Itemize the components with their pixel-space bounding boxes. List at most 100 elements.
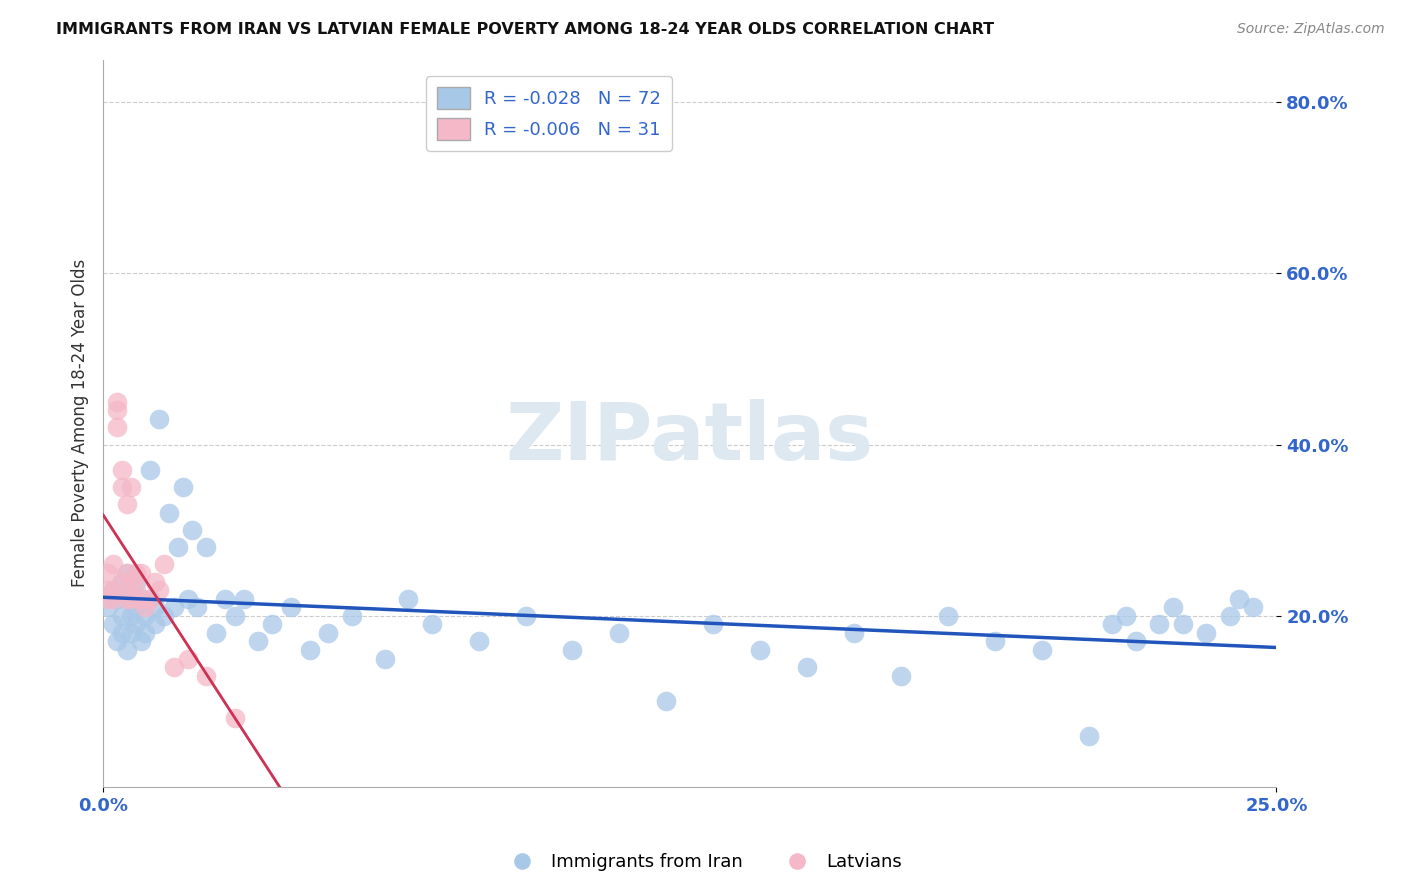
Point — [157, 506, 180, 520]
Point — [340, 608, 363, 623]
Point — [115, 591, 138, 606]
Point — [101, 582, 124, 597]
Point — [186, 600, 208, 615]
Point — [1171, 617, 1194, 632]
Point — [134, 600, 156, 615]
Point — [655, 694, 678, 708]
Point — [148, 582, 170, 597]
Point — [420, 617, 443, 632]
Point — [105, 634, 128, 648]
Point — [115, 566, 138, 580]
Point — [139, 591, 162, 606]
Point — [153, 608, 176, 623]
Point — [101, 582, 124, 597]
Point — [129, 566, 152, 580]
Legend: R = -0.028   N = 72, R = -0.006   N = 31: R = -0.028 N = 72, R = -0.006 N = 31 — [426, 76, 672, 151]
Point — [111, 463, 134, 477]
Point — [1077, 729, 1099, 743]
Point — [125, 566, 148, 580]
Point — [176, 591, 198, 606]
Point — [232, 591, 254, 606]
Point — [125, 617, 148, 632]
Point — [111, 480, 134, 494]
Point — [167, 541, 190, 555]
Point — [105, 403, 128, 417]
Point — [148, 412, 170, 426]
Point — [97, 600, 120, 615]
Point — [1115, 608, 1137, 623]
Legend: Immigrants from Iran, Latvians: Immigrants from Iran, Latvians — [498, 847, 908, 879]
Point — [120, 480, 142, 494]
Point — [796, 660, 818, 674]
Point — [115, 591, 138, 606]
Point — [162, 600, 184, 615]
Point — [97, 591, 120, 606]
Point — [224, 608, 246, 623]
Point — [129, 591, 152, 606]
Point — [115, 498, 138, 512]
Point — [111, 625, 134, 640]
Point — [120, 625, 142, 640]
Point — [396, 591, 419, 606]
Point — [143, 600, 166, 615]
Point — [97, 582, 120, 597]
Point — [129, 634, 152, 648]
Point — [1031, 643, 1053, 657]
Point — [134, 608, 156, 623]
Point — [120, 574, 142, 589]
Point — [984, 634, 1007, 648]
Point — [1147, 617, 1170, 632]
Point — [890, 668, 912, 682]
Point — [125, 600, 148, 615]
Point — [111, 574, 134, 589]
Point — [120, 591, 142, 606]
Point — [298, 643, 321, 657]
Point — [111, 608, 134, 623]
Point — [143, 574, 166, 589]
Point — [749, 643, 772, 657]
Point — [561, 643, 583, 657]
Point — [224, 711, 246, 725]
Point — [101, 591, 124, 606]
Point — [195, 541, 218, 555]
Text: Source: ZipAtlas.com: Source: ZipAtlas.com — [1237, 22, 1385, 37]
Point — [134, 625, 156, 640]
Point — [204, 625, 226, 640]
Point — [1195, 625, 1218, 640]
Point — [125, 582, 148, 597]
Point — [702, 617, 724, 632]
Point — [115, 643, 138, 657]
Y-axis label: Female Poverty Among 18-24 Year Olds: Female Poverty Among 18-24 Year Olds — [72, 259, 89, 587]
Point — [153, 558, 176, 572]
Point — [162, 660, 184, 674]
Point — [842, 625, 865, 640]
Point — [143, 617, 166, 632]
Point — [195, 668, 218, 682]
Point — [318, 625, 340, 640]
Point — [97, 566, 120, 580]
Point — [120, 582, 142, 597]
Point — [515, 608, 537, 623]
Point — [374, 651, 396, 665]
Point — [172, 480, 194, 494]
Point — [129, 591, 152, 606]
Point — [609, 625, 631, 640]
Point — [105, 394, 128, 409]
Point — [280, 600, 302, 615]
Point — [1161, 600, 1184, 615]
Point — [176, 651, 198, 665]
Point — [247, 634, 270, 648]
Point — [262, 617, 284, 632]
Point — [214, 591, 236, 606]
Point — [120, 608, 142, 623]
Point — [101, 558, 124, 572]
Point — [1218, 608, 1240, 623]
Point — [111, 574, 134, 589]
Point — [105, 420, 128, 434]
Text: ZIPatlas: ZIPatlas — [506, 399, 875, 476]
Point — [1227, 591, 1250, 606]
Point — [101, 617, 124, 632]
Point — [125, 574, 148, 589]
Point — [1241, 600, 1264, 615]
Point — [115, 566, 138, 580]
